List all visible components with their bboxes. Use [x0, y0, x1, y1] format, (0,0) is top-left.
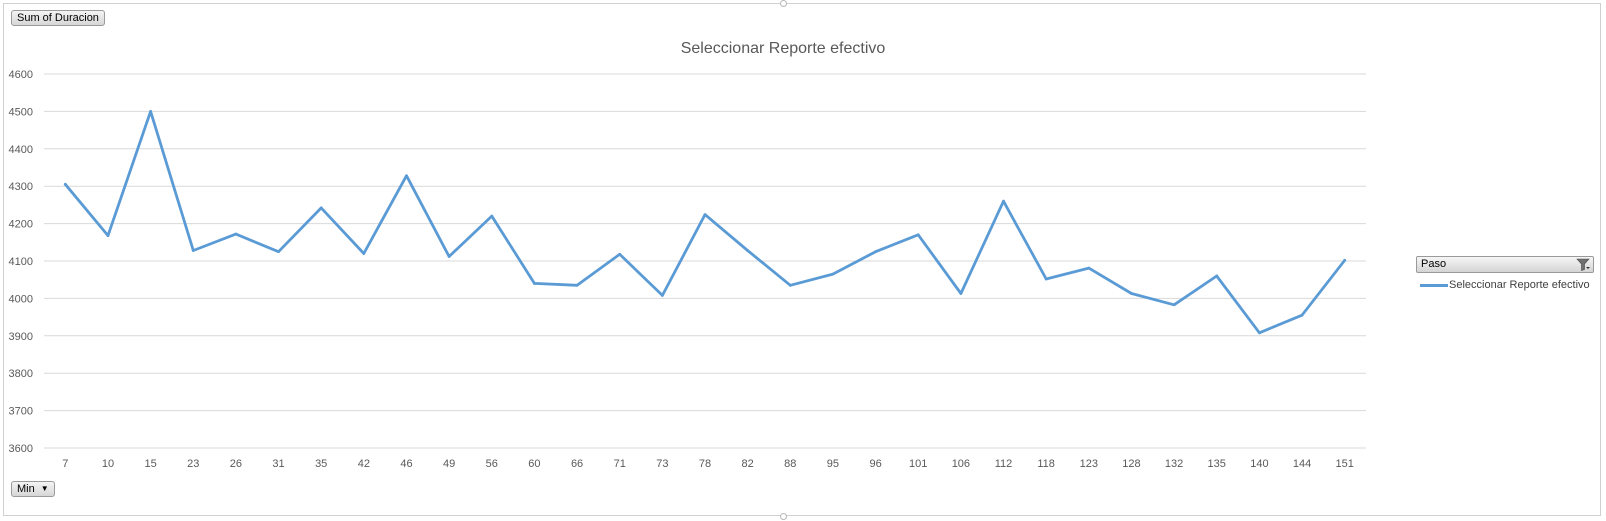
y-tick-label: 4000 — [9, 293, 33, 305]
x-tick-label: 96 — [869, 458, 881, 470]
data-point[interactable] — [1002, 199, 1005, 203]
y-tick-label: 4300 — [9, 181, 33, 193]
data-point[interactable] — [1215, 274, 1219, 278]
legend-field-label: Paso — [1421, 258, 1447, 270]
value-field-label: Sum of Duracion — [17, 12, 99, 24]
data-point[interactable] — [1130, 292, 1133, 295]
x-tick-label: 151 — [1335, 458, 1353, 470]
axis-field-button[interactable]: Min ▼ — [11, 481, 55, 497]
x-tick-label: 140 — [1250, 458, 1268, 470]
data-point[interactable] — [319, 206, 323, 210]
data-point[interactable] — [788, 283, 792, 287]
y-tick-label: 3900 — [9, 331, 33, 343]
y-tick-label: 3700 — [9, 406, 33, 418]
data-point[interactable] — [63, 182, 67, 186]
data-point[interactable] — [746, 249, 750, 252]
data-point[interactable] — [703, 213, 707, 217]
data-point[interactable] — [831, 272, 835, 276]
x-tick-label: 42 — [358, 458, 370, 470]
data-point[interactable] — [106, 234, 110, 237]
x-tick-label: 135 — [1208, 458, 1226, 470]
data-point[interactable] — [1300, 313, 1304, 317]
x-tick-label: 95 — [827, 458, 839, 470]
value-field-button[interactable]: Sum of Duracion — [11, 10, 105, 26]
x-tick-label: 35 — [315, 458, 327, 470]
x-tick-label: 78 — [699, 458, 711, 470]
x-tick-label: 46 — [400, 458, 412, 470]
series-line[interactable] — [63, 110, 1347, 335]
x-tick-label: 144 — [1293, 458, 1311, 470]
chart-title: Seleccionar Reporte efectivo — [681, 40, 886, 57]
x-tick-label: 10 — [102, 458, 114, 470]
y-tick-label: 4600 — [9, 69, 33, 81]
data-point[interactable] — [618, 252, 622, 256]
data-point[interactable] — [191, 249, 195, 252]
data-point[interactable] — [575, 283, 579, 287]
data-point[interactable] — [149, 110, 153, 113]
x-tick-label: 106 — [952, 458, 970, 470]
y-tick-label: 4100 — [9, 256, 33, 268]
data-point[interactable] — [874, 250, 877, 254]
data-point[interactable] — [1172, 303, 1176, 307]
data-point[interactable] — [1343, 258, 1347, 262]
data-point[interactable] — [533, 282, 536, 285]
x-tick-label: 73 — [656, 458, 668, 470]
x-tick-label: 26 — [230, 458, 242, 470]
x-tick-label: 7 — [62, 458, 68, 470]
filter-icon[interactable] — [1576, 258, 1590, 271]
resize-handle-bottom[interactable] — [780, 513, 787, 520]
resize-handle-top[interactable] — [780, 0, 787, 7]
y-tick-label: 4400 — [9, 144, 33, 156]
data-point[interactable] — [660, 294, 664, 297]
x-tick-label: 23 — [187, 458, 199, 470]
x-tick-label: 128 — [1122, 458, 1140, 470]
axis-field-label: Min — [17, 483, 35, 495]
data-point[interactable] — [916, 233, 920, 237]
x-tick-label: 112 — [995, 458, 1013, 470]
data-point[interactable] — [447, 255, 451, 258]
chevron-down-icon: ▼ — [40, 484, 49, 493]
y-tick-label: 3600 — [9, 443, 33, 455]
data-point[interactable] — [1044, 277, 1048, 281]
data-point[interactable] — [234, 232, 238, 236]
data-point[interactable] — [959, 292, 963, 295]
x-tick-label: 60 — [528, 458, 540, 470]
x-tick-label: 123 — [1080, 458, 1098, 470]
x-tick-label: 82 — [742, 458, 754, 470]
legend-swatch — [1420, 284, 1448, 287]
legend-series-name: Seleccionar Reporte efectivo — [1449, 279, 1590, 291]
data-point[interactable] — [490, 214, 494, 218]
y-tick-label: 4200 — [9, 219, 33, 231]
x-tick-label: 101 — [909, 458, 927, 470]
x-tick-label: 66 — [571, 458, 583, 470]
x-tick-label: 118 — [1037, 458, 1055, 470]
data-point[interactable] — [1087, 266, 1091, 270]
y-tick-label: 3800 — [9, 368, 33, 380]
data-point[interactable] — [1257, 331, 1261, 335]
data-point[interactable] — [362, 252, 366, 255]
x-tick-label: 31 — [272, 458, 284, 470]
chart-area[interactable] — [3, 3, 1601, 516]
data-point[interactable] — [405, 174, 408, 178]
x-tick-label: 71 — [614, 458, 626, 470]
x-tick-label: 132 — [1165, 458, 1183, 470]
data-point[interactable] — [277, 250, 280, 254]
legend-field-button[interactable]: Paso — [1416, 256, 1594, 273]
y-tick-label: 4500 — [9, 106, 33, 118]
x-tick-label: 49 — [443, 458, 455, 470]
x-tick-label: 88 — [784, 458, 796, 470]
x-tick-label: 15 — [144, 458, 156, 470]
x-tick-label: 56 — [486, 458, 498, 470]
